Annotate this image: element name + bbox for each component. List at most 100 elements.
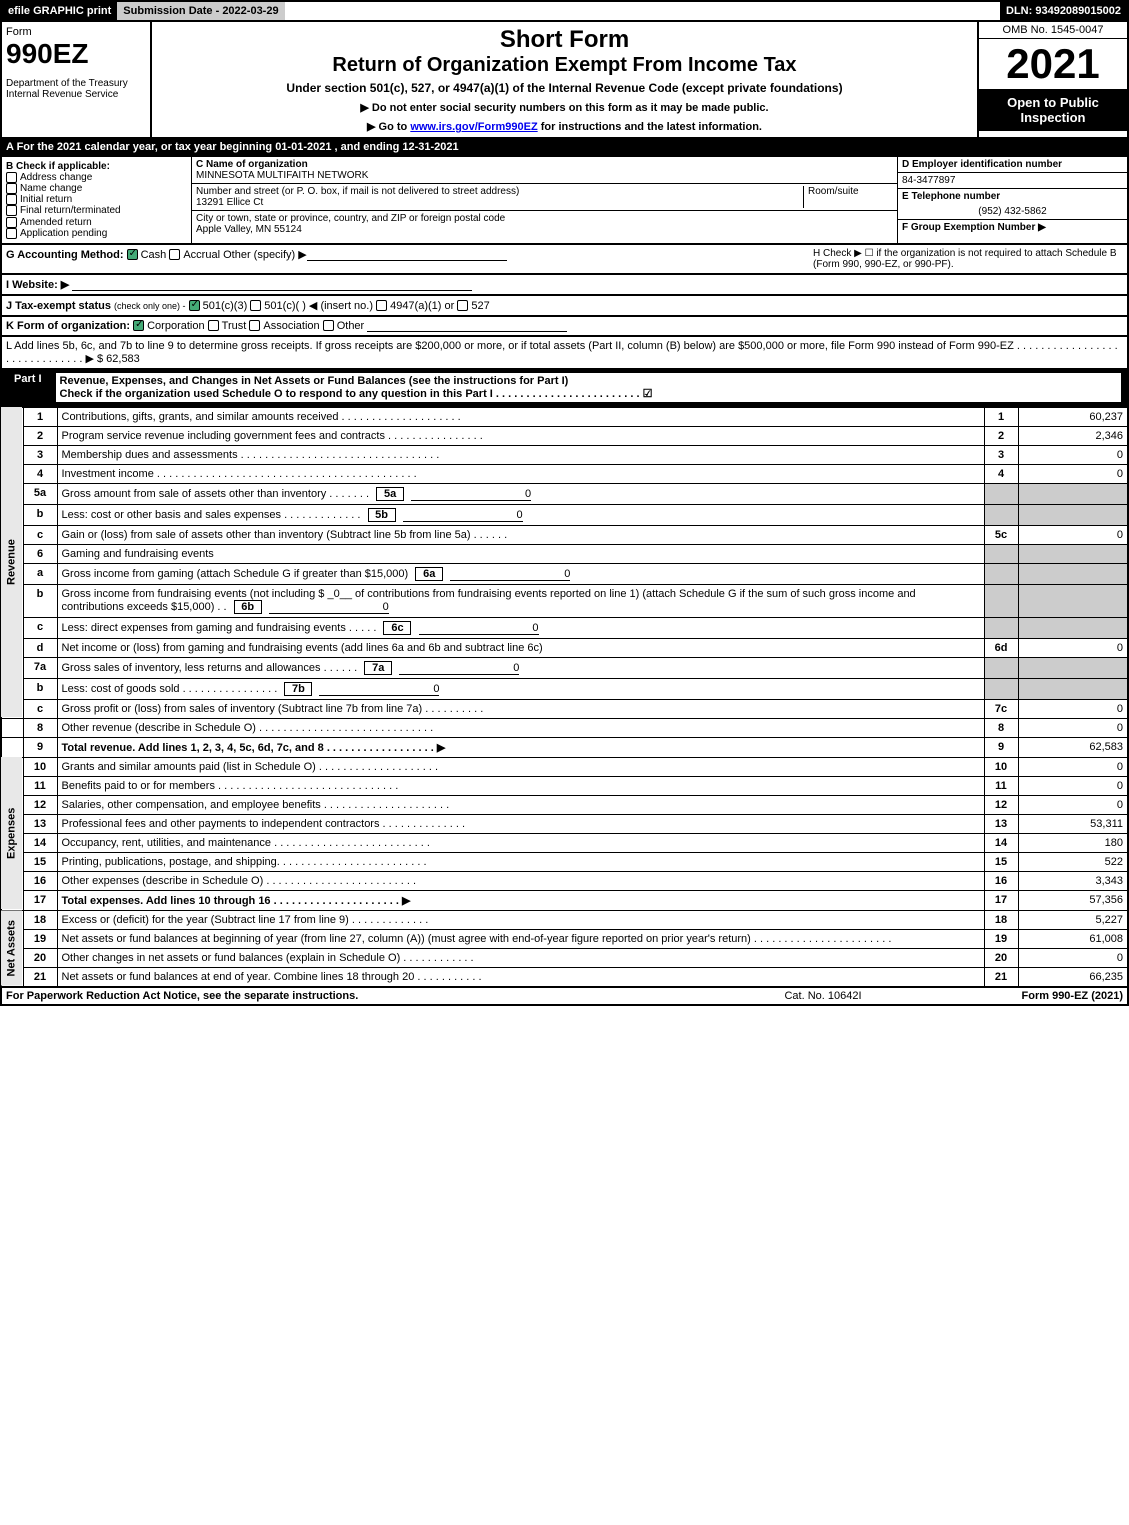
irs-link[interactable]: www.irs.gov/Form990EZ (410, 121, 537, 133)
row-num: b (23, 504, 57, 525)
lbl-501c3: 501(c)(3) (203, 300, 248, 312)
row-num: 10 (23, 757, 57, 776)
row-desc: Gain or (loss) from sale of assets other… (57, 525, 984, 544)
row-amt-gray (1018, 617, 1128, 638)
row-amt: 0 (1018, 757, 1128, 776)
row-ref: 20 (984, 948, 1018, 967)
checkbox-final-return[interactable] (6, 205, 17, 216)
row-desc: Net assets or fund balances at beginning… (57, 929, 984, 948)
row-num: 21 (23, 967, 57, 987)
row-amt: 5,227 (1018, 910, 1128, 929)
page-footer: For Paperwork Reduction Act Notice, see … (0, 988, 1129, 1006)
other-method-input[interactable] (307, 249, 507, 261)
box-c: C Name of organization MINNESOTA MULTIFA… (192, 157, 897, 243)
checkbox-trust[interactable] (208, 320, 219, 331)
lbl-cash: Cash (141, 249, 167, 261)
checkbox-amended-return[interactable] (6, 217, 17, 228)
checkbox-accrual[interactable] (169, 249, 180, 260)
row-ref: 18 (984, 910, 1018, 929)
sub-ref: 6a (415, 567, 443, 581)
row-amt: 53,311 (1018, 814, 1128, 833)
row-num: 2 (23, 426, 57, 445)
line-j-sub: (check only one) - (114, 301, 186, 311)
name-label: C Name of organization (196, 159, 308, 170)
row-ref: 16 (984, 871, 1018, 890)
checkbox-corporation[interactable] (133, 320, 144, 331)
box-b: B Check if applicable: Address change Na… (2, 157, 192, 243)
row-desc: Grants and similar amounts paid (list in… (57, 757, 984, 776)
row-amt: 0 (1018, 776, 1128, 795)
sub-amt: 0 (419, 622, 539, 635)
lbl-527: 527 (471, 300, 489, 312)
checkbox-other-org[interactable] (323, 320, 334, 331)
row-amt: 60,237 (1018, 407, 1128, 426)
tel-value: (952) 432-5862 (898, 204, 1127, 220)
row-num: c (23, 617, 57, 638)
room-label: Room/suite (808, 186, 859, 197)
checkbox-name-change[interactable] (6, 183, 17, 194)
box-b-title: B Check if applicable: (6, 161, 187, 172)
top-spacer (285, 2, 1000, 20)
line-l: L Add lines 5b, 6c, and 7b to line 9 to … (0, 337, 1129, 370)
row-ref-gray (984, 544, 1018, 563)
row-ref-gray (984, 483, 1018, 504)
row-amt: 0 (1018, 795, 1128, 814)
row-desc: Net income or (loss) from gaming and fun… (57, 638, 984, 657)
row-ref: 9 (984, 737, 1018, 757)
group-exemption-label: F Group Exemption Number ▶ (898, 220, 1127, 235)
row-ref: 5c (984, 525, 1018, 544)
row-desc: Net assets or fund balances at end of ye… (57, 967, 984, 987)
row-amt: 0 (1018, 445, 1128, 464)
row-desc: Gross income from fundraising events (no… (57, 584, 984, 617)
checkbox-527[interactable] (457, 300, 468, 311)
line-gh-row: G Accounting Method: Cash Accrual Other … (0, 245, 1129, 275)
row-ref: 2 (984, 426, 1018, 445)
efile-print-button[interactable]: efile GRAPHIC print (2, 2, 117, 20)
row-ref-gray (984, 678, 1018, 699)
row-ref: 17 (984, 890, 1018, 910)
line-k: K Form of organization: Corporation Trus… (0, 317, 1129, 337)
lbl-final-return: Final return/terminated (20, 206, 121, 217)
row-desc: Printing, publications, postage, and shi… (57, 852, 984, 871)
checkbox-4947[interactable] (376, 300, 387, 311)
checkbox-initial-return[interactable] (6, 194, 17, 205)
checkbox-501c[interactable] (250, 300, 261, 311)
other-org-input[interactable] (367, 320, 567, 332)
row-amt-gray (1018, 544, 1128, 563)
checkbox-association[interactable] (249, 320, 260, 331)
street-label: Number and street (or P. O. box, if mail… (196, 186, 519, 197)
line-i-label: I Website: ▶ (6, 279, 69, 291)
row-num: 1 (23, 407, 57, 426)
tax-year: 2021 (979, 39, 1127, 89)
row-amt-gray (1018, 584, 1128, 617)
goto-link-line: ▶ Go to www.irs.gov/Form990EZ for instru… (156, 120, 973, 133)
row-num: 6 (23, 544, 57, 563)
checkbox-cash[interactable] (127, 249, 138, 260)
checkbox-501c3[interactable] (189, 300, 200, 311)
row-ref: 1 (984, 407, 1018, 426)
omb-number: OMB No. 1545-0047 (979, 22, 1127, 39)
lbl-trust: Trust (222, 320, 247, 332)
website-input[interactable] (72, 279, 472, 291)
row-desc: Total revenue. Add lines 1, 2, 3, 4, 5c,… (57, 737, 984, 757)
checkbox-application-pending[interactable] (6, 228, 17, 239)
row-amt: 2,346 (1018, 426, 1128, 445)
line-j-label: J Tax-exempt status (6, 300, 111, 312)
sub-ref: 5b (368, 508, 396, 522)
row-num: 20 (23, 948, 57, 967)
row-num: 5a (23, 483, 57, 504)
expenses-section-label: Expenses (1, 757, 23, 910)
row-num: 15 (23, 852, 57, 871)
row-num: 14 (23, 833, 57, 852)
row-desc: Gross profit or (loss) from sales of inv… (57, 699, 984, 718)
row-ref: 4 (984, 464, 1018, 483)
row-ref: 14 (984, 833, 1018, 852)
footer-right: Form 990-EZ (2021) (923, 990, 1123, 1002)
header-right: OMB No. 1545-0047 2021 Open to Public In… (977, 22, 1127, 137)
row-ref: 10 (984, 757, 1018, 776)
row-amt: 62,583 (1018, 737, 1128, 757)
checkbox-address-change[interactable] (6, 172, 17, 183)
row-num: 4 (23, 464, 57, 483)
row-ref-gray (984, 584, 1018, 617)
sub-ref: 6c (383, 621, 411, 635)
